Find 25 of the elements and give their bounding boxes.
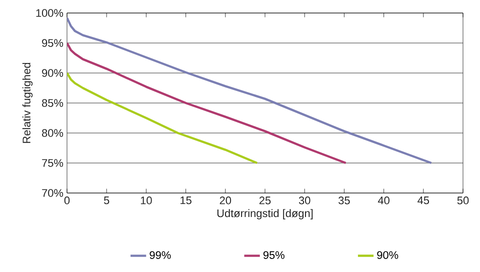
y-tick-label: 80% — [42, 129, 64, 137]
x-tick-label: 25 — [259, 196, 271, 204]
legend-label: 99% — [150, 251, 171, 259]
y-tick-label: 90% — [42, 69, 64, 77]
y-axis-title: Relativ fugtighed — [22, 62, 33, 143]
x-tick-label: 5 — [104, 196, 110, 204]
x-axis-title: Udtørringstid [døgn] — [217, 209, 313, 220]
y-tick-label: 70% — [42, 189, 64, 197]
line-series — [67, 42, 347, 164]
x-tick-label: 30 — [298, 196, 310, 204]
x-tick-label: 20 — [220, 196, 232, 204]
x-tick-label: 0 — [64, 196, 70, 204]
legend-label: 95% — [263, 251, 284, 259]
x-tick-label: 15 — [180, 196, 192, 204]
y-tick-label: 100% — [36, 9, 64, 17]
x-tick-label: 50 — [457, 196, 469, 204]
x-tick-label: 35 — [338, 196, 350, 204]
y-tick-label: 75% — [42, 159, 64, 167]
line-series — [67, 72, 258, 164]
y-tick-label: 85% — [42, 99, 64, 107]
y-tick-label: 95% — [42, 39, 64, 47]
x-tick-label: 45 — [418, 196, 430, 204]
x-tick-label: 10 — [140, 196, 152, 204]
legend-label: 90% — [377, 251, 398, 259]
x-tick-label: 40 — [378, 196, 390, 204]
